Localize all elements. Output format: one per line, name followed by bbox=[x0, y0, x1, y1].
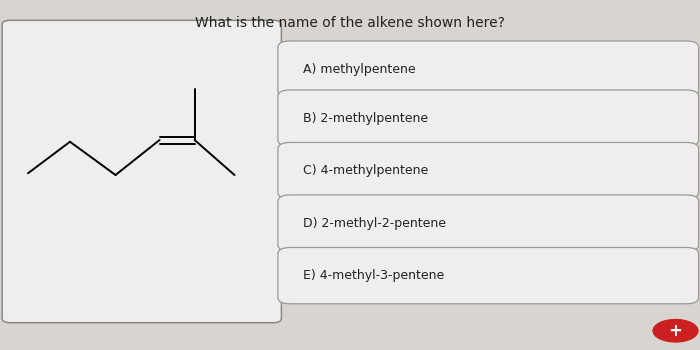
Text: +: + bbox=[668, 322, 682, 340]
Text: C) 4-methylpentene: C) 4-methylpentene bbox=[303, 164, 428, 177]
Text: B) 2-methylpentene: B) 2-methylpentene bbox=[303, 112, 428, 125]
Text: A) methylpentene: A) methylpentene bbox=[303, 63, 416, 76]
Text: E) 4-methyl-3-pentene: E) 4-methyl-3-pentene bbox=[303, 269, 444, 282]
Text: D) 2-methyl-2-pentene: D) 2-methyl-2-pentene bbox=[303, 217, 446, 230]
FancyBboxPatch shape bbox=[278, 195, 699, 251]
Text: What is the name of the alkene shown here?: What is the name of the alkene shown her… bbox=[195, 16, 505, 30]
Circle shape bbox=[653, 320, 698, 342]
FancyBboxPatch shape bbox=[278, 247, 699, 304]
FancyBboxPatch shape bbox=[2, 20, 281, 323]
FancyBboxPatch shape bbox=[278, 90, 699, 146]
FancyBboxPatch shape bbox=[278, 41, 699, 97]
FancyBboxPatch shape bbox=[278, 142, 699, 199]
